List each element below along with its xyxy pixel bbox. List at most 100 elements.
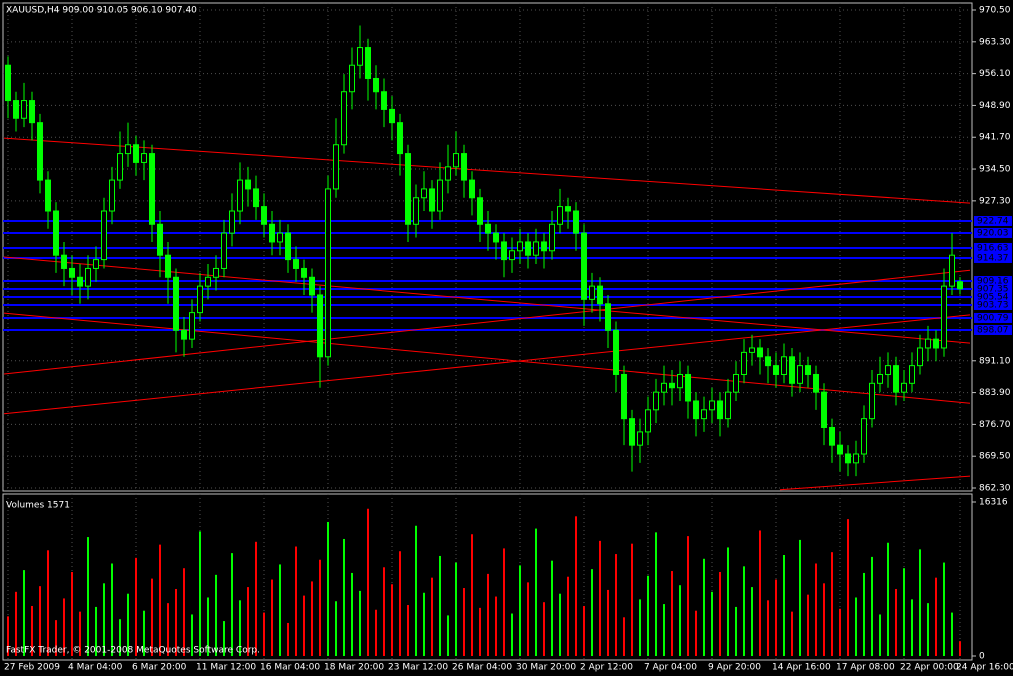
candle-body [349, 64, 355, 93]
candle-body [797, 365, 803, 384]
candle-body [413, 197, 419, 225]
candle-body [773, 365, 779, 375]
candle-body [821, 391, 827, 428]
volume-bar [367, 508, 369, 656]
volume-bar [919, 549, 921, 656]
volume-bar [879, 614, 881, 656]
volume-bar [943, 562, 945, 656]
volume-bar [63, 598, 65, 656]
volume-bar [951, 612, 953, 656]
level-label-box [974, 299, 1012, 310]
x-tick-label: 16 Mar 04:00 [260, 663, 320, 673]
volume-bar [887, 542, 889, 656]
level-label: 900.79 [977, 313, 1009, 323]
volume-bar [711, 591, 713, 656]
volume-bar [271, 579, 273, 656]
volume-tick-label: 0 [979, 652, 985, 662]
candle-body [581, 232, 587, 300]
candle-body [789, 356, 795, 384]
candle-body [869, 382, 875, 420]
candle-body [69, 267, 75, 278]
volume-bar [31, 605, 33, 656]
candle-body [85, 267, 91, 287]
x-tick-label: 11 Mar 12:00 [196, 663, 256, 673]
candle-body [381, 91, 387, 110]
volume-bar [159, 544, 161, 656]
volume-bar [927, 603, 929, 656]
level-label-box [974, 252, 1012, 263]
candle-body [317, 294, 323, 358]
trend-line [3, 137, 971, 204]
volume-bar [551, 560, 553, 656]
volume-bar [839, 608, 841, 656]
candle-body [285, 232, 291, 261]
volume-bar [247, 587, 249, 656]
trend-line [3, 269, 971, 375]
volume-bar [311, 581, 313, 656]
candle-body [709, 400, 715, 411]
candle-body [213, 267, 219, 278]
volume-bar [431, 577, 433, 656]
level-label: 898.07 [977, 325, 1009, 335]
volume-bar [895, 588, 897, 656]
volume-bar [815, 563, 817, 656]
volume-bar [647, 575, 649, 656]
candle-body [325, 188, 331, 358]
volume-bar [727, 547, 729, 656]
level-label: 907.35 [977, 284, 1009, 294]
candle-body [469, 179, 475, 199]
candle-body [445, 166, 451, 181]
volume-bar [279, 564, 281, 656]
y-tick-label: 891.10 [979, 356, 1011, 366]
volume-bar [191, 614, 193, 656]
candle-body [229, 210, 235, 234]
volume-bar [87, 537, 89, 656]
candle-body [237, 179, 243, 212]
level-label-box [974, 216, 1012, 227]
volume-bar [223, 621, 225, 656]
candle-body [741, 351, 747, 375]
volume-bar [663, 604, 665, 656]
volume-bar [599, 540, 601, 656]
x-tick-label: 30 Mar 20:00 [516, 663, 576, 673]
y-tick-label: 927.30 [979, 196, 1011, 206]
candle-body [61, 254, 67, 269]
volume-bar [127, 593, 129, 656]
volume-bar [7, 616, 9, 656]
x-tick-label: 26 Mar 04:00 [452, 663, 512, 673]
candle-body [885, 365, 891, 375]
candle-body [717, 400, 723, 420]
volume-bar [135, 557, 137, 656]
volume-bar [615, 554, 617, 656]
volume-bar [55, 620, 57, 656]
candle-body [845, 453, 851, 464]
candle-body [917, 347, 923, 367]
volume-bar [631, 543, 633, 656]
candle-body [853, 453, 859, 464]
volume-bar [911, 599, 913, 656]
candle-body [437, 179, 443, 212]
volume-bar [687, 536, 689, 656]
volume-bar [119, 619, 121, 656]
candle-body [53, 210, 59, 256]
candle-body [477, 197, 483, 225]
volume-bar [607, 589, 609, 656]
trend-line [3, 312, 971, 404]
y-tick-label: 963.30 [979, 37, 1011, 47]
x-tick-label: 14 Apr 16:00 [772, 663, 831, 673]
level-label-box [974, 275, 1012, 286]
candle-body [293, 259, 299, 269]
candle-body [701, 409, 707, 420]
volume-bar [287, 622, 289, 656]
volume-bar [351, 572, 353, 656]
candle-body [93, 259, 99, 269]
volume-bar [207, 597, 209, 656]
x-tick-label: 9 Apr 20:00 [708, 663, 761, 673]
candle-body [149, 153, 155, 225]
x-tick-label: 7 Apr 04:00 [644, 663, 697, 673]
candle-body [557, 206, 563, 225]
volume-bar [623, 617, 625, 656]
candle-body [389, 108, 395, 124]
trend-line [779, 475, 971, 491]
volume-bar [463, 588, 465, 656]
